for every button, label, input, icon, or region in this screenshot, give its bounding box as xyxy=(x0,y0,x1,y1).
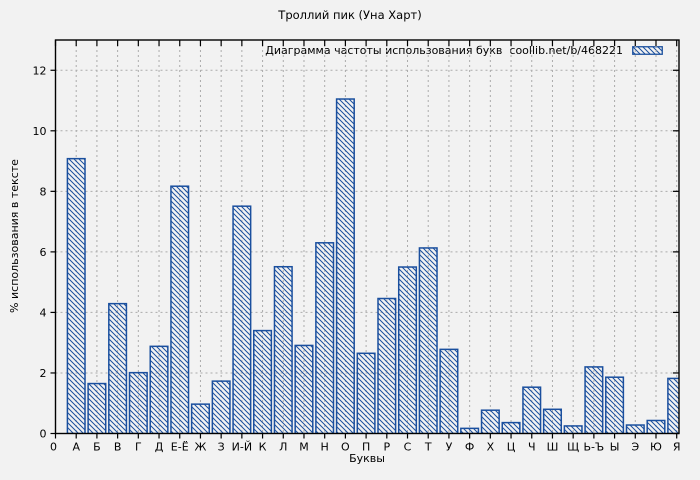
bar-Л xyxy=(273,265,293,434)
x-tick-label: Б xyxy=(93,441,101,454)
x-tick-label: Р xyxy=(383,441,390,454)
x-tick-label: Х xyxy=(487,441,495,454)
bar-Щ xyxy=(563,425,583,434)
bar-З xyxy=(211,380,231,434)
tick-labels: 0 2 4 6 8 10 12 0 А Б В Г Д Е-Ё Ж З И-Й К Л М Н О П Р С Т У Ф Х Ц Ч Ш Щ Ь… xyxy=(33,64,681,453)
bar-Э xyxy=(625,424,645,434)
y-tick-label: 6 xyxy=(40,246,47,259)
y-tick-label: 10 xyxy=(33,125,47,138)
bar-П xyxy=(356,352,376,434)
legend-swatch-icon xyxy=(632,46,663,55)
bar-Д xyxy=(149,345,169,434)
x-tick-label: Ю xyxy=(650,441,662,454)
bar-Ю xyxy=(646,419,666,434)
y-tick-label: 12 xyxy=(33,64,47,77)
axis-ticks xyxy=(50,40,679,439)
bar-К xyxy=(253,329,273,434)
bar-В xyxy=(108,302,128,434)
x-tick-label: М xyxy=(299,441,309,454)
x-tick-label: Э xyxy=(631,441,639,454)
x-tick-label: Д xyxy=(155,441,164,454)
x-tick-label: Ч xyxy=(528,441,536,454)
bar-О xyxy=(335,98,355,434)
bar-А xyxy=(66,157,86,434)
bar-С xyxy=(397,266,418,434)
x-tick-label: Ц xyxy=(507,441,516,454)
x-tick-label: О xyxy=(341,441,350,454)
legend-label: Диаграмма частоты использования букв coo… xyxy=(265,44,623,57)
x-tick-label: Ь-Ъ xyxy=(584,441,605,454)
x-tick-label: С xyxy=(404,441,412,454)
x-tick-label: Ж xyxy=(195,441,207,454)
x-tick-label: Е-Ё xyxy=(171,441,189,454)
bar-Ы xyxy=(605,376,625,434)
x-tick-label: Ы xyxy=(610,441,620,454)
bar-Ь-Ъ xyxy=(584,366,604,434)
x-tick-label: В xyxy=(114,441,122,454)
bars xyxy=(66,98,679,434)
bar-У xyxy=(439,348,459,434)
bar-Г xyxy=(128,371,148,434)
bar-Ц xyxy=(501,421,521,434)
x-tick-label: А xyxy=(72,441,80,454)
bar-Я xyxy=(667,377,679,434)
x-tick-label: Щ xyxy=(567,441,579,454)
x-tick-label: Н xyxy=(321,441,329,454)
y-tick-label: 4 xyxy=(40,306,47,319)
bar-Ш xyxy=(542,408,563,434)
x-tick-label: Ш xyxy=(547,441,559,454)
bar-И-Й xyxy=(232,205,252,434)
bar-Р xyxy=(377,297,397,434)
legend: Диаграмма частоты использования букв coo… xyxy=(265,44,663,57)
x-tick-label: П xyxy=(362,441,370,454)
x-axis-label: Буквы xyxy=(349,452,385,465)
bar-Х xyxy=(480,409,500,434)
x-origin-label: 0 xyxy=(50,441,57,454)
bar-Н xyxy=(315,242,335,434)
x-tick-label: К xyxy=(259,441,267,454)
chart-title: Троллий пик (Уна Харт) xyxy=(278,8,422,22)
x-tick-label: И-Й xyxy=(232,441,252,454)
bar-М xyxy=(294,344,314,434)
x-tick-label: Ф xyxy=(465,441,474,454)
x-tick-label: Т xyxy=(424,441,432,454)
x-tick-label: Я xyxy=(673,441,681,454)
y-tick-label: 8 xyxy=(40,185,47,198)
bar-Е-Ё xyxy=(170,185,190,434)
bar-Т xyxy=(418,247,438,434)
bar-Ж xyxy=(190,403,210,434)
x-tick-label: У xyxy=(446,441,453,454)
x-tick-label: Г xyxy=(135,441,142,454)
x-tick-label: З xyxy=(218,441,225,454)
bar-Б xyxy=(87,382,107,434)
x-tick-label: Л xyxy=(279,441,287,454)
y-tick-label: 2 xyxy=(40,367,47,380)
bar-Ф xyxy=(460,427,480,434)
plot-border xyxy=(54,39,680,435)
y-tick-label: 0 xyxy=(40,428,47,441)
bar-Ч xyxy=(522,386,542,434)
